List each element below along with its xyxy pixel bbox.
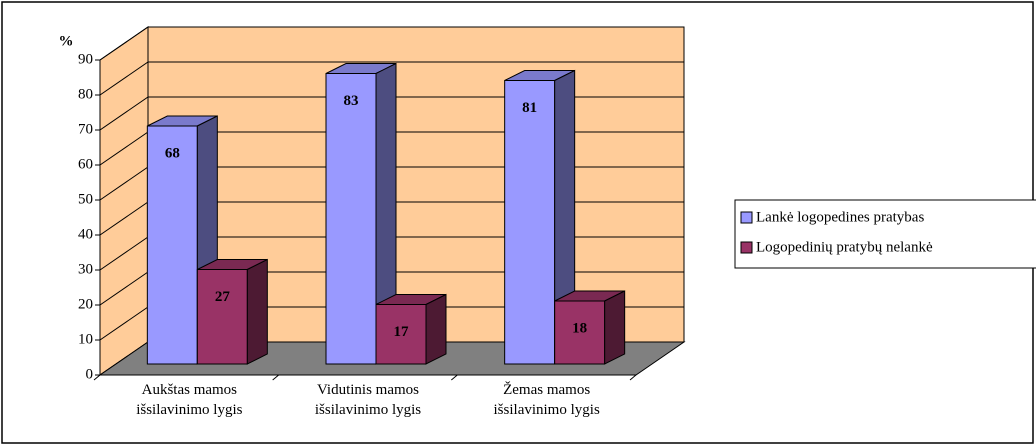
side-wall [99, 26, 149, 376]
x-tick-label: Žemas mamos išsilavinimo lygis [493, 382, 600, 418]
y-axis-label: % [59, 33, 74, 49]
data-label: 68 [165, 145, 180, 161]
y-tick-label: 90 [78, 51, 93, 67]
data-label: 83 [344, 93, 359, 109]
bar [325, 62, 397, 365]
bar [504, 69, 576, 365]
legend-label: Logopedinių pratybų nelankė [756, 239, 933, 255]
bar-face [604, 290, 626, 365]
bar [375, 293, 447, 365]
bar-face [146, 125, 198, 365]
x-tick-label: Aukštas mamos išsilavinimo lygis [136, 382, 243, 418]
legend-swatch [740, 211, 753, 224]
bar-face [325, 73, 377, 365]
bar-face [196, 269, 248, 365]
y-tick-label: 0 [86, 366, 94, 382]
data-label: 27 [215, 289, 231, 305]
y-tick-label: 50 [78, 191, 93, 207]
y-tick-label: 30 [78, 261, 93, 277]
data-label: 17 [394, 324, 410, 340]
y-tick-label: 20 [78, 296, 93, 312]
legend-label: Lankė logopedines pratybas [756, 209, 924, 225]
y-tick-label: 60 [78, 156, 93, 172]
legend-swatch [740, 241, 753, 254]
bar-face [246, 258, 268, 365]
grid-line [99, 61, 684, 96]
y-tick-label: 80 [78, 86, 93, 102]
data-label: 18 [572, 320, 587, 336]
x-tick [451, 374, 458, 381]
bar-face [504, 80, 556, 365]
legend-box [734, 199, 1036, 269]
x-tick-label: Vidutinis mamos išsilavinimo lygis [314, 382, 422, 418]
y-tick-label: 10 [78, 331, 93, 347]
x-tick [93, 374, 101, 381]
y-tick-label: 70 [78, 121, 93, 137]
bar-face [425, 293, 447, 365]
grid-line [99, 26, 684, 61]
data-label: 81 [522, 100, 537, 116]
x-tick [629, 374, 637, 381]
bar [196, 258, 268, 365]
y-tick-label: 40 [78, 226, 93, 242]
bar [554, 290, 626, 365]
x-tick [272, 374, 279, 381]
